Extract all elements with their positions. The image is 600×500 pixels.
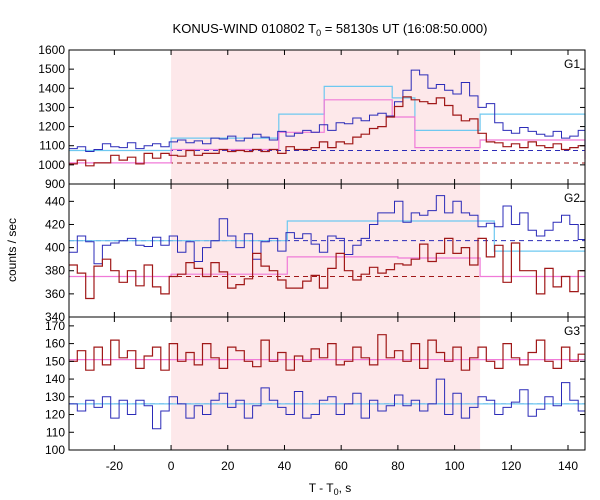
y-tick-label-g1: 1000: [38, 158, 65, 172]
y-tick-label-g3: 110: [46, 425, 65, 439]
red-series-g2: [69, 237, 585, 300]
blue-series-g1: [69, 69, 585, 152]
y-tick-label-g3: 120: [45, 408, 65, 422]
chart-title: KONUS-WIND 010802 T0 = 58130s UT (16:08:…: [173, 21, 488, 38]
panel-label-g1: G1: [564, 57, 580, 71]
blue-series-g3: [69, 378, 585, 430]
x-tick-label: -20: [106, 459, 124, 473]
panel-label-g3: G3: [564, 324, 580, 338]
y-tick-label-g1: 1600: [38, 43, 65, 57]
blue-series-g2: [69, 195, 585, 265]
y-tick-label-g1: 900: [45, 177, 65, 191]
red-series-g1: [69, 96, 585, 167]
blue-coarse-series-g1: [69, 85, 586, 152]
y-tick-label-g3: 150: [45, 354, 65, 368]
y-tick-label-g3: 100: [45, 443, 65, 457]
y-tick-label-g2: 420: [45, 217, 65, 231]
highlight-band-g2: [171, 184, 481, 317]
x-tick-label: 100: [445, 459, 465, 473]
x-axis-label: T - T0, s: [309, 481, 352, 497]
y-tick-label-g1: 1200: [38, 120, 65, 134]
highlight-layer: [171, 50, 481, 450]
x-tick-label: 40: [278, 459, 292, 473]
y-tick-label-g3: 130: [45, 390, 65, 404]
y-tick-label-g2: 360: [45, 287, 65, 301]
y-tick-label-g2: 340: [45, 310, 65, 324]
y-tick-label-g3: 170: [45, 319, 65, 333]
y-tick-label-g1: 1500: [38, 62, 65, 76]
y-tick-label-g1: 1400: [38, 81, 65, 95]
frame-layer: [68, 49, 586, 451]
x-tick-label: 0: [168, 459, 175, 473]
series-layer: [69, 69, 586, 430]
red-series-g3: [69, 334, 585, 371]
red-coarse-series-g1: [69, 99, 586, 164]
y-tick-label-g3: 140: [45, 372, 65, 386]
red-coarse-series-g2: [69, 256, 585, 278]
x-tick-label: 80: [391, 459, 405, 473]
x-tick-label: 120: [501, 459, 521, 473]
y-tick-label-g2: 380: [45, 264, 65, 278]
y-tick-label-g2: 440: [45, 194, 65, 208]
highlight-band-g3: [171, 317, 481, 450]
x-tick-label: 60: [334, 459, 348, 473]
y-axis-label: counts / sec: [5, 218, 19, 282]
x-tick-label: 20: [221, 459, 235, 473]
y-tick-label-g1: 1100: [39, 139, 65, 153]
x-tick-label: 140: [558, 459, 578, 473]
panel-frame-g3: [68, 316, 586, 451]
panel-label-g2: G2: [564, 191, 580, 205]
y-tick-label-g3: 160: [45, 337, 65, 351]
y-tick-label-g2: 400: [45, 241, 65, 255]
highlight-band-g1: [171, 50, 481, 184]
label-layer: KONUS-WIND 010802 T0 = 58130s UT (16:08:…: [5, 21, 580, 497]
y-tick-label-g1: 1300: [38, 100, 65, 114]
